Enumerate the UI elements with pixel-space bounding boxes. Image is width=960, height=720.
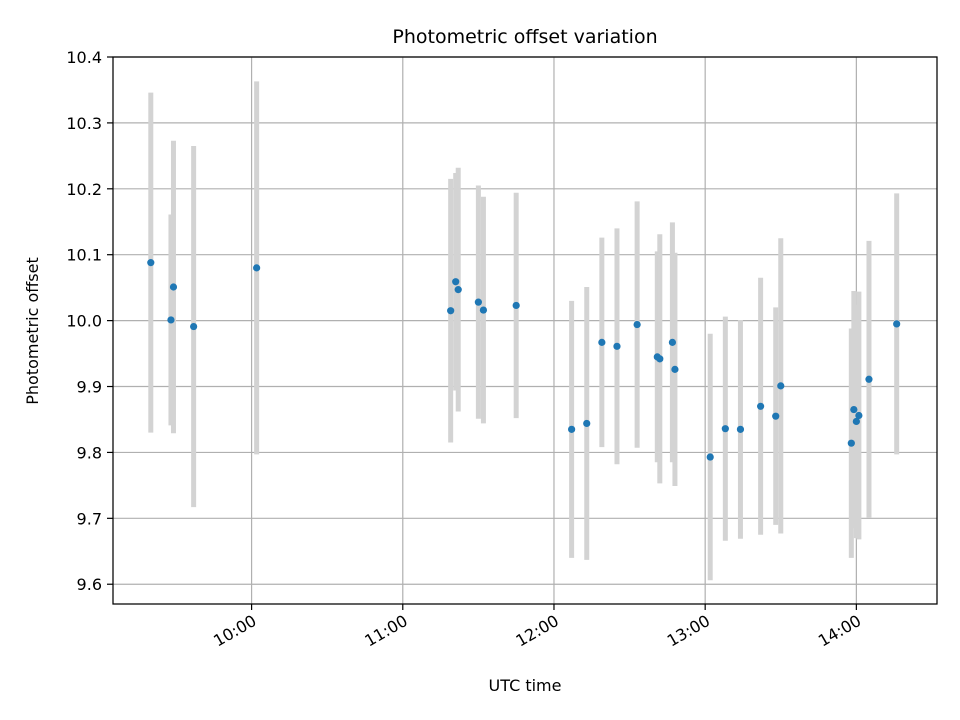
x-axis-label: UTC time — [489, 676, 562, 695]
data-point — [613, 342, 621, 350]
y-tick-label: 9.8 — [77, 443, 102, 462]
y-axis-label: Photometric offset — [23, 257, 42, 405]
y-tick-label: 10.0 — [66, 312, 102, 331]
data-point — [512, 301, 520, 310]
data-point — [583, 419, 591, 428]
data-point — [169, 283, 178, 291]
y-tick-label: 10.1 — [66, 246, 102, 265]
y-tick-label: 10.2 — [66, 180, 102, 199]
data-point — [721, 425, 729, 433]
y-tick-label: 10.4 — [66, 48, 102, 67]
data-point — [474, 298, 482, 306]
data-point — [847, 439, 855, 447]
data-point — [452, 278, 460, 286]
data-point — [479, 306, 488, 314]
data-point — [167, 316, 175, 324]
data-point — [454, 286, 462, 294]
y-tick-label: 9.7 — [77, 509, 102, 528]
data-point — [757, 402, 765, 410]
y-axis-ticks: 9.6 9.7 9.8 9.9 10.0 10.1 10.2 10.3 10.4 — [66, 48, 113, 594]
data-point — [668, 338, 677, 346]
data-point — [147, 259, 155, 267]
data-point — [850, 405, 858, 414]
plot-frame — [112, 56, 938, 605]
data-point — [447, 307, 455, 315]
data-point — [706, 453, 714, 461]
data-point — [777, 382, 785, 390]
data-points — [147, 259, 901, 461]
data-point — [190, 322, 198, 331]
data-point — [772, 412, 780, 420]
data-point — [598, 338, 606, 346]
data-point — [633, 320, 641, 329]
data-point — [671, 365, 679, 373]
data-point — [656, 355, 664, 363]
chart-title: Photometric offset variation — [392, 26, 657, 48]
data-point — [855, 411, 863, 420]
data-point — [852, 417, 860, 426]
data-point — [893, 320, 901, 328]
data-point — [253, 264, 261, 272]
data-point — [568, 425, 576, 433]
y-tick-label: 10.3 — [66, 114, 102, 133]
y-tick-label: 9.9 — [77, 378, 102, 397]
data-point — [865, 375, 873, 383]
data-point — [736, 425, 745, 433]
y-tick-label: 9.6 — [77, 575, 102, 594]
